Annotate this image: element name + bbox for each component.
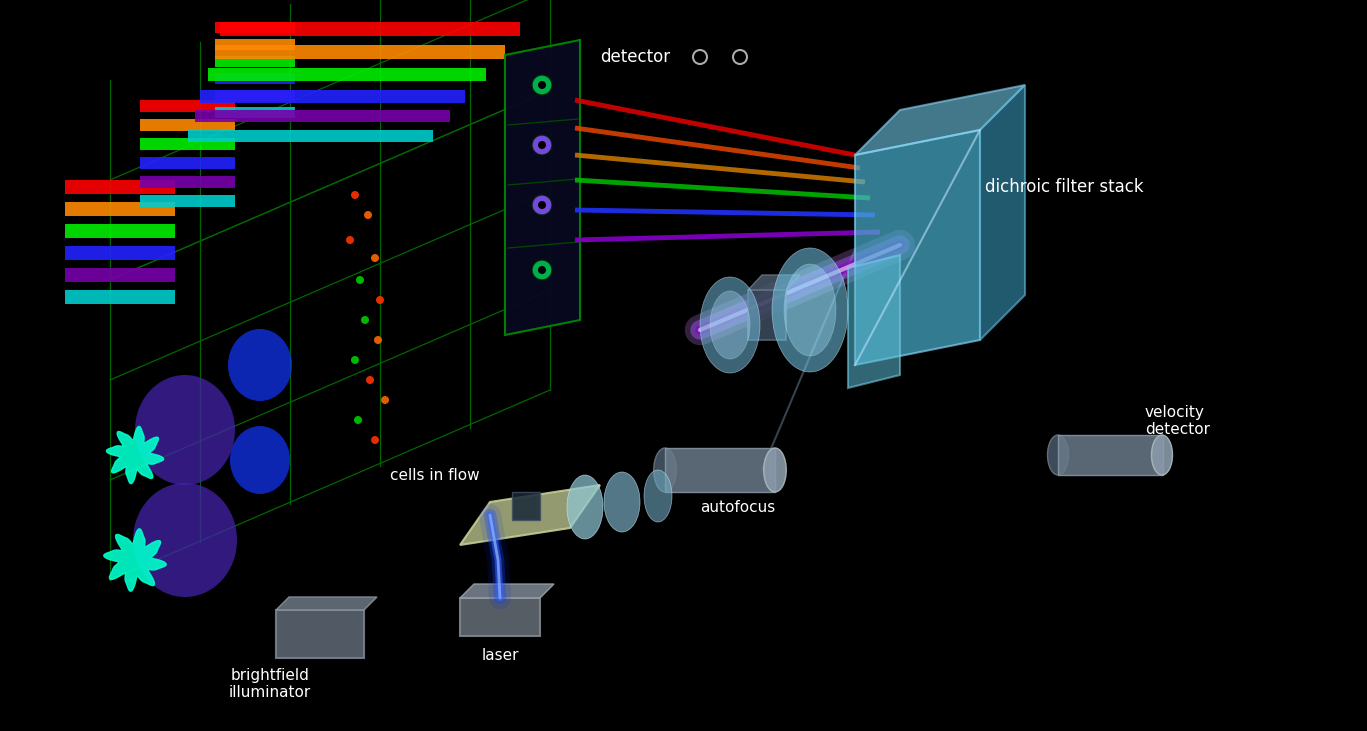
Bar (215, 39, 295, 50)
Bar (66, 180, 175, 194)
Bar (139, 176, 235, 188)
Polygon shape (104, 529, 167, 591)
Circle shape (381, 396, 390, 404)
Circle shape (532, 135, 552, 155)
Ellipse shape (709, 291, 750, 359)
Bar (513, 492, 540, 520)
Bar (748, 290, 786, 340)
Ellipse shape (644, 470, 673, 522)
Polygon shape (848, 255, 899, 388)
Text: cells in flow: cells in flow (390, 468, 480, 483)
Bar (189, 130, 433, 142)
Bar (200, 90, 465, 103)
Bar (215, 107, 295, 118)
Circle shape (375, 336, 381, 344)
Text: brightfield
illuminator: brightfield illuminator (228, 668, 312, 700)
Text: laser: laser (481, 648, 518, 663)
Circle shape (539, 141, 545, 149)
Bar (66, 246, 175, 260)
Circle shape (539, 266, 545, 274)
Bar (664, 448, 775, 492)
Circle shape (370, 254, 379, 262)
Ellipse shape (700, 277, 760, 373)
Circle shape (532, 195, 552, 215)
Circle shape (532, 260, 552, 280)
Circle shape (355, 276, 364, 284)
Circle shape (539, 81, 545, 89)
Circle shape (366, 376, 375, 384)
Ellipse shape (1151, 435, 1173, 475)
Circle shape (532, 75, 552, 95)
Circle shape (351, 191, 360, 199)
Bar (195, 110, 450, 122)
Bar (139, 119, 235, 131)
Text: detector: detector (600, 48, 670, 66)
Ellipse shape (135, 375, 235, 485)
Bar (139, 157, 235, 169)
Circle shape (370, 436, 379, 444)
Bar (66, 268, 175, 282)
Bar (66, 224, 175, 238)
Ellipse shape (772, 248, 848, 372)
Circle shape (376, 296, 384, 304)
Bar (215, 73, 295, 84)
Ellipse shape (604, 472, 640, 532)
Circle shape (354, 416, 362, 424)
Bar (139, 138, 235, 150)
Circle shape (361, 316, 369, 324)
Bar (215, 90, 295, 101)
Text: autofocus: autofocus (700, 500, 775, 515)
Bar (215, 56, 295, 67)
Polygon shape (461, 584, 554, 598)
Circle shape (364, 211, 372, 219)
Bar (139, 100, 235, 112)
Circle shape (351, 356, 360, 364)
Bar (215, 22, 295, 33)
Ellipse shape (764, 448, 786, 492)
Polygon shape (854, 85, 1025, 155)
Bar (208, 68, 487, 81)
Bar (66, 290, 175, 304)
Bar (215, 45, 504, 59)
Ellipse shape (228, 329, 293, 401)
Circle shape (539, 201, 545, 209)
Polygon shape (980, 85, 1025, 340)
Bar (139, 195, 235, 207)
Polygon shape (504, 40, 580, 335)
Polygon shape (461, 485, 600, 545)
Ellipse shape (653, 448, 677, 492)
Bar (220, 22, 519, 36)
Ellipse shape (567, 475, 603, 539)
Bar (461, 598, 540, 636)
Circle shape (346, 236, 354, 244)
Polygon shape (107, 426, 164, 484)
Ellipse shape (1047, 435, 1069, 475)
Text: dichroic filter stack: dichroic filter stack (986, 178, 1144, 196)
Ellipse shape (785, 264, 837, 356)
Bar (66, 202, 175, 216)
Bar (1058, 435, 1163, 475)
Polygon shape (854, 130, 980, 365)
Polygon shape (276, 597, 377, 610)
Ellipse shape (133, 483, 236, 597)
Text: velocity
detector: velocity detector (1146, 405, 1210, 437)
Bar (276, 610, 364, 658)
Polygon shape (748, 275, 800, 290)
Ellipse shape (230, 426, 290, 494)
